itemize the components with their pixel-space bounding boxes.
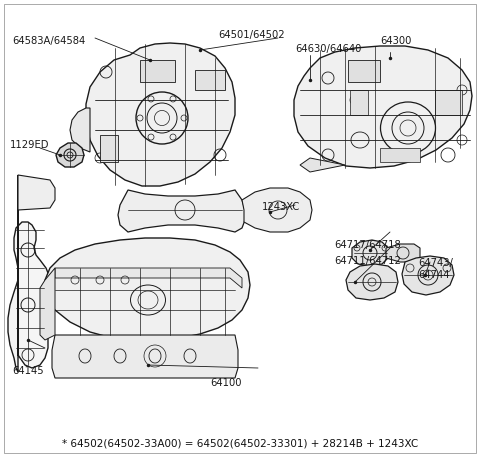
Polygon shape [86,43,235,186]
Text: 64583A/64584: 64583A/64584 [12,36,85,46]
Text: 64145: 64145 [12,366,44,376]
Polygon shape [435,90,462,115]
Polygon shape [52,335,238,378]
Polygon shape [44,238,250,340]
Text: 1243XC: 1243XC [262,202,300,212]
Text: 64300: 64300 [380,36,411,46]
Polygon shape [242,188,312,232]
Text: 64743/: 64743/ [418,258,453,268]
Text: 64717/64718: 64717/64718 [334,240,401,250]
Polygon shape [380,148,420,162]
Polygon shape [40,268,55,340]
Polygon shape [300,158,345,172]
Polygon shape [195,70,225,90]
Polygon shape [352,240,388,266]
Text: * 64502(64502-33A00) = 64502(64502-33301) + 28214B + 1243XC: * 64502(64502-33A00) = 64502(64502-33301… [62,438,418,448]
Polygon shape [100,135,118,162]
Polygon shape [386,244,420,262]
Polygon shape [350,90,368,115]
Polygon shape [8,175,50,372]
Polygon shape [70,108,90,152]
Polygon shape [402,256,454,295]
Polygon shape [18,175,55,210]
Polygon shape [346,264,398,300]
Polygon shape [118,190,245,232]
Polygon shape [56,143,84,167]
Text: 64711/64712: 64711/64712 [334,256,401,266]
Polygon shape [55,268,242,288]
Text: 64501/64502: 64501/64502 [218,30,285,40]
Text: 64100: 64100 [210,378,241,388]
Text: 64630/64640: 64630/64640 [295,44,361,54]
Polygon shape [348,60,380,82]
Polygon shape [140,60,175,82]
Text: 1129ED: 1129ED [10,140,49,150]
Text: 64744: 64744 [418,270,449,280]
Polygon shape [294,46,472,168]
